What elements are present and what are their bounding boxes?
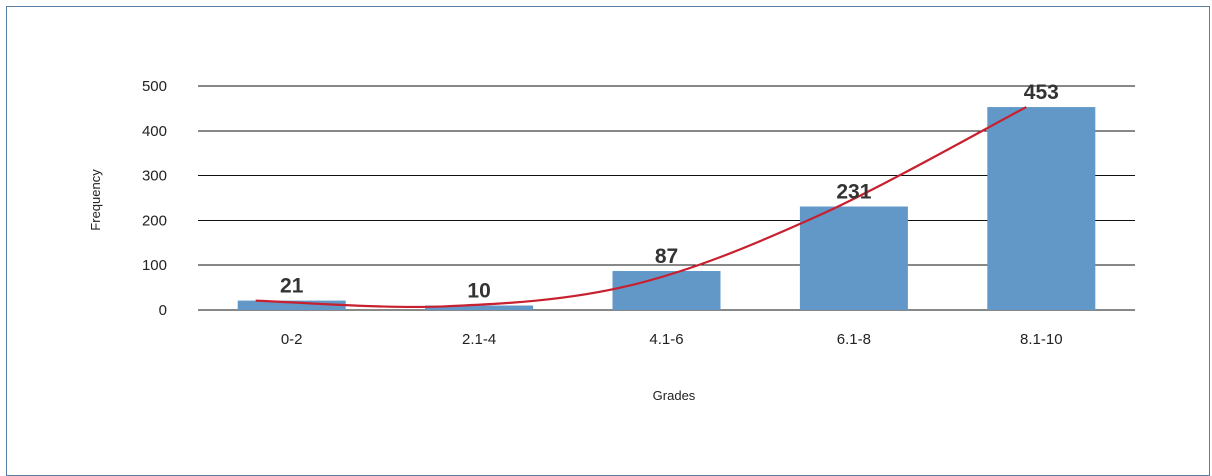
gridlines	[198, 85, 1135, 311]
x-tick-label: 2.1-4	[462, 331, 496, 348]
bar-8_1-10	[987, 107, 1096, 310]
y-tick-label: 400	[142, 123, 167, 140]
x-tick-label: 0-2	[281, 331, 303, 348]
y-axis-label: Frequency	[88, 169, 103, 231]
x-tick-label: 4.1-6	[649, 331, 683, 348]
x-tick-label: 6.1-8	[837, 331, 871, 348]
y-tick-label: 0	[159, 302, 167, 319]
bars	[237, 107, 1096, 310]
x-axis-ticks: 0-2 2.1-4 4.1-6 6.1-8 8.1-10	[281, 331, 1063, 348]
trendline	[255, 106, 1027, 309]
y-tick-label: 200	[142, 212, 167, 229]
bar-2_1-4	[425, 305, 534, 310]
bar-4_1-6	[612, 271, 721, 310]
grades-frequency-chart: 0 100 200 300 400 500 21 10 87 231 453 0-2 2.1-4 4.…	[88, 78, 1135, 403]
y-tick-label: 100	[142, 257, 167, 274]
x-axis-label: Grades	[653, 388, 696, 403]
data-label: 87	[655, 245, 678, 268]
bar-0-2	[237, 300, 346, 310]
bar-6_1-8	[799, 206, 908, 310]
x-tick-label: 8.1-10	[1020, 331, 1063, 348]
data-label: 453	[1024, 81, 1059, 104]
y-axis-ticks: 0 100 200 300 400 500	[142, 78, 167, 319]
y-tick-label: 300	[142, 168, 167, 185]
data-label: 231	[836, 181, 871, 204]
y-tick-label: 500	[142, 78, 167, 95]
data-labels: 21 10 87 231 453	[280, 81, 1059, 302]
data-label: 21	[280, 275, 304, 298]
data-label: 10	[467, 280, 490, 303]
trendline-group	[255, 106, 1027, 309]
